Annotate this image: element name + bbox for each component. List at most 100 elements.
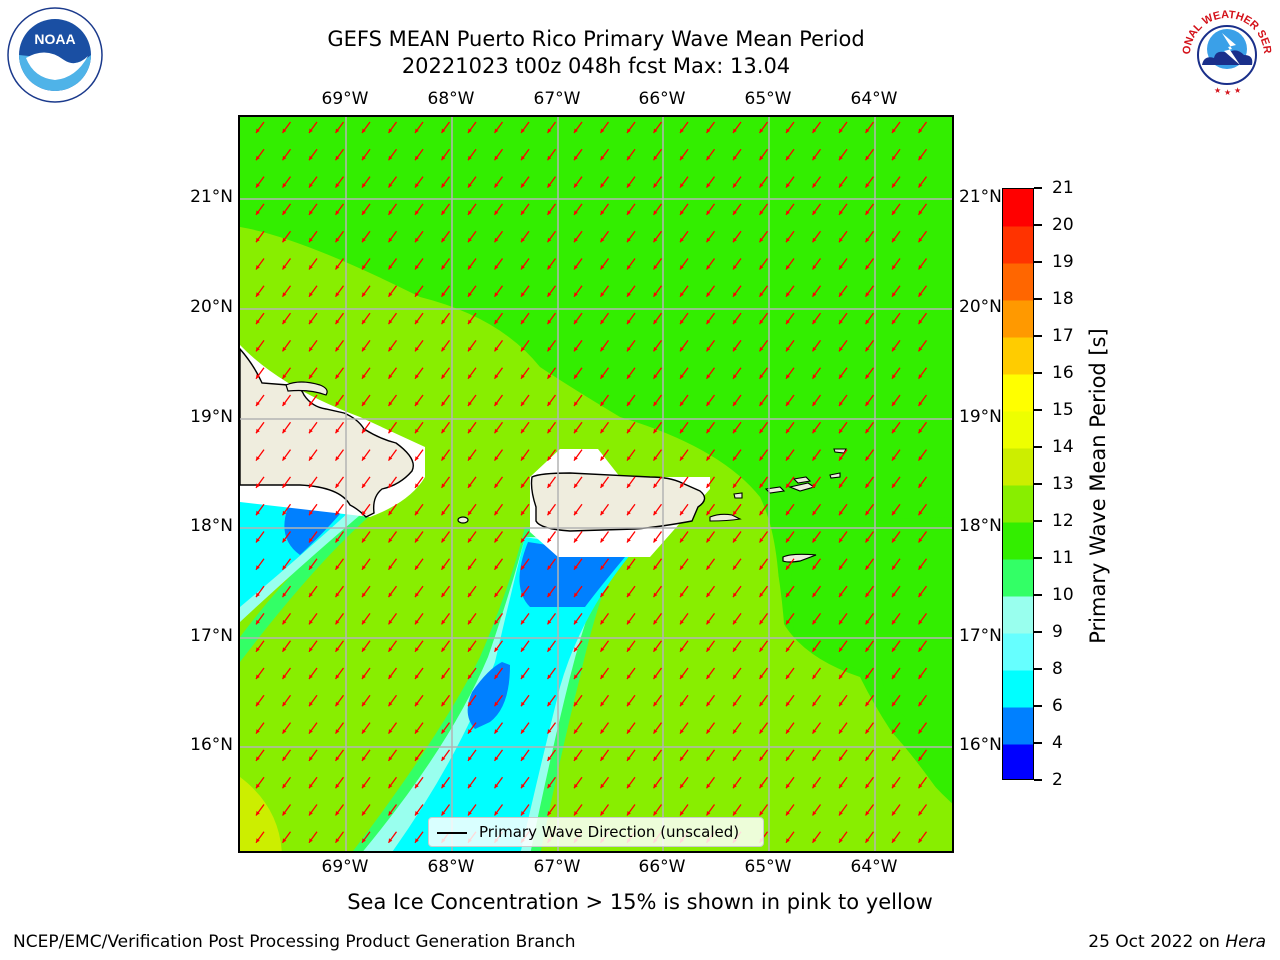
wave-vector xyxy=(573,613,583,625)
wave-vector xyxy=(361,421,371,434)
wave-vector xyxy=(811,503,822,516)
wave-vector xyxy=(785,258,795,270)
wave-vector xyxy=(652,585,663,598)
wave-vector xyxy=(705,148,716,161)
wave-vector xyxy=(838,531,848,543)
wave-vector xyxy=(811,121,822,134)
wave-vector xyxy=(732,176,742,188)
legend-label: Primary Wave Direction (unscaled) xyxy=(479,823,740,841)
wave-vector xyxy=(891,694,901,707)
wave-vector xyxy=(414,258,424,270)
wave-vector xyxy=(838,449,848,461)
wave-vector xyxy=(414,694,424,707)
wave-vector xyxy=(732,367,742,380)
colorbar-swatch xyxy=(1003,448,1033,486)
wave-vector xyxy=(387,776,398,789)
wave-vector xyxy=(546,776,557,789)
wave-vector xyxy=(573,230,583,243)
wave-vector xyxy=(334,449,345,461)
wave-vector xyxy=(520,531,530,543)
wave-vector xyxy=(308,749,318,762)
credit-host: Hera xyxy=(1225,932,1266,952)
wave-vector xyxy=(785,421,795,434)
colorbar-swatches xyxy=(1003,189,1033,779)
wave-vector xyxy=(679,340,689,352)
wave-vector xyxy=(308,121,318,134)
wave-vector xyxy=(811,804,822,816)
colorbar-swatch xyxy=(1003,670,1033,708)
wave-vector xyxy=(864,804,875,816)
wave-vector xyxy=(626,749,636,762)
wave-vector xyxy=(679,203,689,216)
wave-vector xyxy=(917,749,928,762)
wave-vector xyxy=(599,531,610,543)
wave-vector xyxy=(334,312,345,325)
wave-vector xyxy=(308,367,318,380)
wave-vector xyxy=(308,722,318,734)
wave-vector xyxy=(917,667,928,680)
wave-vector xyxy=(864,340,875,352)
wave-vector xyxy=(493,613,504,625)
wave-vector xyxy=(334,258,345,270)
wave-vector xyxy=(414,585,424,598)
wave-vector xyxy=(705,394,716,407)
wave-vector xyxy=(864,585,875,598)
wave-vector xyxy=(493,285,504,298)
wave-vector xyxy=(705,340,716,352)
wave-vector xyxy=(281,831,292,844)
wave-vector xyxy=(308,804,318,816)
wave-vector xyxy=(573,285,583,298)
wave-vector xyxy=(785,749,795,762)
wave-vector xyxy=(493,258,504,270)
wave-vector xyxy=(520,558,530,571)
wave-vector xyxy=(864,148,875,161)
wave-vector xyxy=(626,230,636,243)
wave-vector xyxy=(387,285,398,298)
wave-vector xyxy=(917,230,928,243)
wave-vector xyxy=(334,285,345,298)
wave-vector xyxy=(864,176,875,188)
chart-title: GEFS MEAN Puerto Rico Primary Wave Mean … xyxy=(327,27,865,51)
wave-vector xyxy=(891,585,901,598)
wave-vector xyxy=(626,449,636,461)
wave-vector xyxy=(732,613,742,625)
wave-vector xyxy=(281,804,292,816)
wave-vector xyxy=(281,640,292,653)
svg-text:★: ★ xyxy=(1214,86,1221,95)
wave-vector xyxy=(626,203,636,216)
wave-vector xyxy=(440,340,451,352)
wave-vector xyxy=(599,449,610,461)
wave-vector xyxy=(520,258,530,270)
wave-vector xyxy=(811,831,822,844)
wave-vector xyxy=(467,367,477,380)
wave-vector xyxy=(361,121,371,134)
wave-vector xyxy=(758,148,769,161)
colorbar-tick-label: 18 xyxy=(1052,289,1074,309)
wave-vector xyxy=(281,258,292,270)
wave-vector xyxy=(652,640,663,653)
wave-vector xyxy=(732,394,742,407)
wave-vector xyxy=(758,694,769,707)
wave-vector xyxy=(838,203,848,216)
wave-vector xyxy=(414,340,424,352)
lat-tick-left: 18°N xyxy=(190,516,233,536)
wave-vector xyxy=(387,258,398,270)
wave-vector xyxy=(705,531,716,543)
wave-vector xyxy=(361,258,371,270)
wave-vector xyxy=(255,230,265,243)
wave-vector xyxy=(255,421,265,434)
wave-vector xyxy=(281,312,292,325)
wave-vector xyxy=(414,749,424,762)
wave-vector xyxy=(255,285,265,298)
wave-vector xyxy=(679,613,689,625)
wave-vector xyxy=(546,148,557,161)
wave-vector xyxy=(387,667,398,680)
wave-vector xyxy=(440,613,451,625)
wave-vector xyxy=(864,640,875,653)
wave-vector xyxy=(679,367,689,380)
wave-vector xyxy=(626,421,636,434)
wave-vector xyxy=(334,148,345,161)
wave-vector xyxy=(361,585,371,598)
wave-vector xyxy=(785,640,795,653)
wave-vector xyxy=(758,667,769,680)
